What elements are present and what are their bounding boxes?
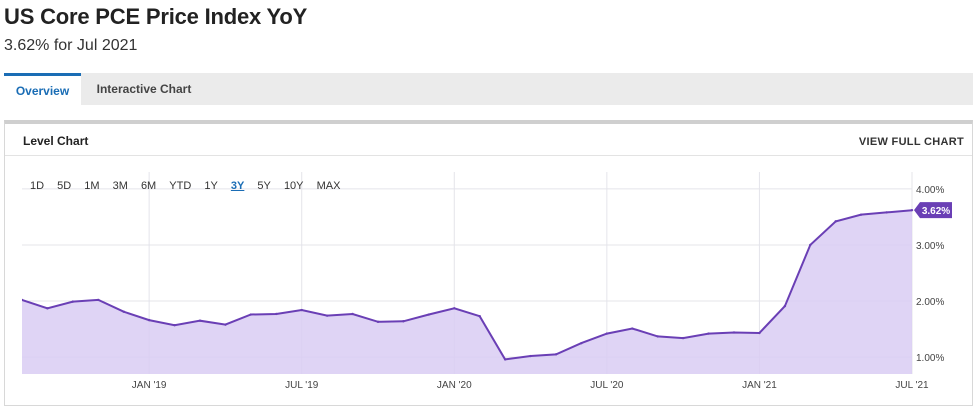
x-tick-label: JUL '21 — [895, 380, 929, 391]
data-point[interactable] — [173, 323, 176, 327]
data-point[interactable] — [376, 320, 380, 324]
data-point[interactable] — [834, 220, 837, 223]
last-value-badge: 3.62% — [914, 202, 952, 219]
data-point[interactable] — [809, 243, 812, 247]
y-tick-label: 2.00% — [916, 297, 944, 308]
series-line — [22, 209, 913, 361]
range-1d[interactable]: 1D — [30, 180, 45, 192]
range-3y[interactable]: 3Y — [230, 180, 245, 192]
data-point[interactable] — [554, 353, 558, 356]
last-value-label: 3.62% — [922, 206, 950, 217]
range-selector: 1D 5D 1M 3M 6M YTD 1Y 3Y 5Y 10Y MAX — [30, 180, 350, 194]
range-10y[interactable]: 10Y — [283, 180, 304, 192]
data-point[interactable] — [631, 327, 634, 330]
data-point[interactable] — [147, 318, 151, 322]
view-full-chart-link[interactable]: VIEW FULL CHART — [858, 136, 964, 148]
x-tick-label: JUL '19 — [285, 380, 319, 391]
data-point[interactable] — [910, 208, 914, 212]
data-point[interactable] — [402, 320, 405, 323]
tab-interactive-chart[interactable]: Interactive Chart — [96, 82, 192, 96]
range-6m[interactable]: 6M — [140, 180, 157, 192]
data-point[interactable] — [71, 300, 75, 303]
tab-overview[interactable]: Overview — [4, 73, 81, 105]
data-point[interactable] — [758, 331, 761, 335]
x-tick-label: JAN '21 — [742, 380, 777, 391]
data-point[interactable] — [249, 313, 253, 316]
data-point[interactable] — [605, 332, 609, 335]
data-point[interactable] — [885, 211, 888, 214]
data-point[interactable] — [97, 298, 100, 302]
data-point[interactable] — [325, 314, 329, 317]
range-3m[interactable]: 3M — [112, 180, 128, 192]
range-ytd[interactable]: YTD — [169, 180, 192, 192]
range-max[interactable]: MAX — [316, 180, 341, 192]
data-point[interactable] — [427, 313, 431, 316]
y-tick-label: 3.00% — [916, 241, 944, 252]
range-5y[interactable]: 5Y — [257, 180, 271, 192]
data-point[interactable] — [681, 336, 685, 340]
data-point[interactable] — [198, 319, 202, 322]
x-tick-label: JAN '20 — [437, 380, 472, 391]
page-title: US Core PCE Price Index YoY — [4, 4, 308, 29]
data-point[interactable] — [732, 331, 736, 334]
data-point[interactable] — [275, 312, 278, 316]
panel-divider — [5, 155, 972, 156]
y-tick-label: 4.00% — [916, 185, 944, 196]
data-point[interactable] — [300, 308, 303, 312]
data-point[interactable] — [46, 307, 49, 310]
page-subtitle: 3.62% for Jul 2021 — [4, 37, 138, 54]
range-5d[interactable]: 5D — [57, 180, 72, 192]
data-point[interactable] — [503, 358, 507, 361]
range-1y[interactable]: 1Y — [204, 180, 218, 192]
level-chart: 1.00% 2.00% 3.00% 4.00% JAN '19 JUL '19 JAN '… — [22, 172, 952, 391]
y-tick-label: 1.00% — [916, 353, 944, 364]
x-tick-label: JAN '19 — [132, 380, 167, 391]
data-point[interactable] — [580, 341, 583, 345]
data-point[interactable] — [122, 310, 125, 313]
x-tick-label: JUL '20 — [590, 380, 624, 391]
data-point[interactable] — [224, 323, 227, 326]
data-point[interactable] — [656, 335, 659, 338]
data-point[interactable] — [529, 354, 532, 358]
data-point[interactable] — [707, 332, 710, 335]
series-area — [22, 210, 912, 374]
panel-title: Level Chart — [23, 134, 89, 148]
data-point[interactable] — [453, 307, 456, 310]
data-point[interactable] — [351, 312, 354, 316]
data-point[interactable] — [478, 315, 481, 318]
data-point[interactable] — [783, 304, 787, 308]
data-point[interactable] — [22, 298, 24, 302]
tab-bar: Overview Interactive Chart — [4, 73, 973, 105]
range-1m[interactable]: 1M — [84, 180, 100, 192]
data-point[interactable] — [859, 213, 863, 216]
